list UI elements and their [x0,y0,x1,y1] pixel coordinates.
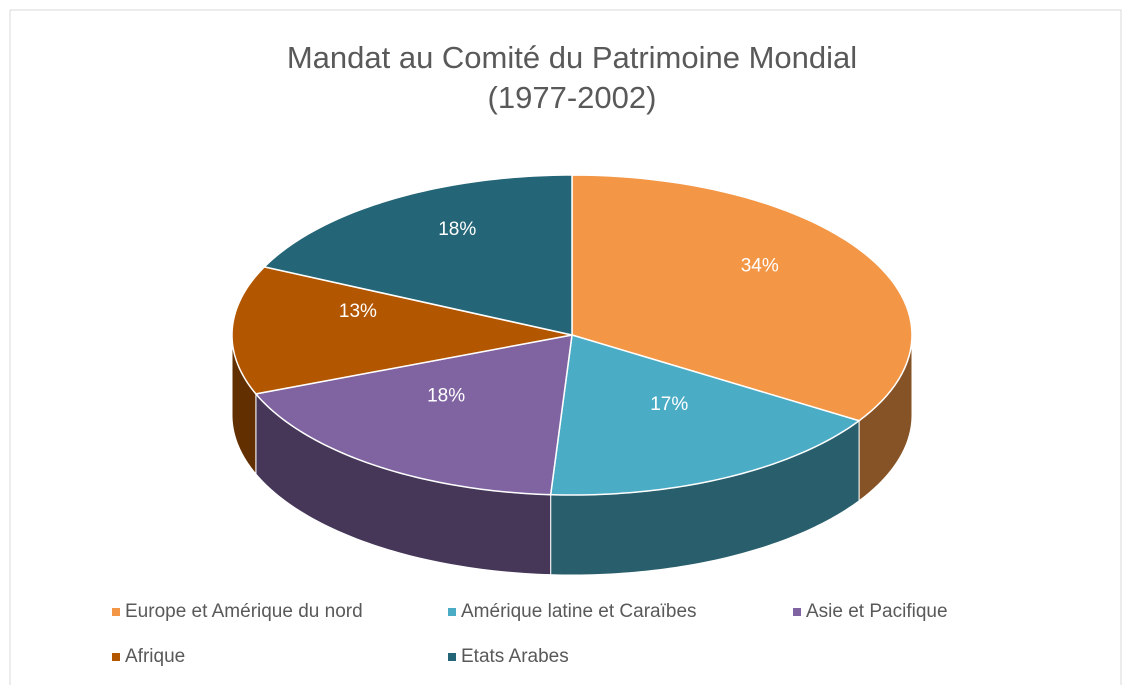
legend-label: Amérique latine et Caraïbes [461,601,697,622]
legend-label: Afrique [125,646,185,667]
data-label: 18% [427,386,465,407]
legend-swatch [793,608,801,616]
data-label: 34% [741,255,779,276]
legend-swatch [112,608,120,616]
legend-swatch [112,653,120,661]
data-label: 18% [438,219,476,240]
legend-swatch [448,608,456,616]
chart-title: Mandat au Comité du Patrimoine Mondial [287,40,857,75]
legend-label: Europe et Amérique du nord [125,601,363,622]
legend-label: Etats Arabes [461,646,569,667]
slice [262,174,573,336]
legend-swatch [448,653,456,661]
data-label: 17% [650,394,688,415]
slice [549,334,861,496]
legend-label: Asie et Pacifique [806,601,948,622]
slice [231,266,573,395]
slice [571,174,913,422]
slice [254,334,573,496]
chart-subtitle: (1977-2002) [488,80,657,115]
data-label: 13% [339,301,377,322]
